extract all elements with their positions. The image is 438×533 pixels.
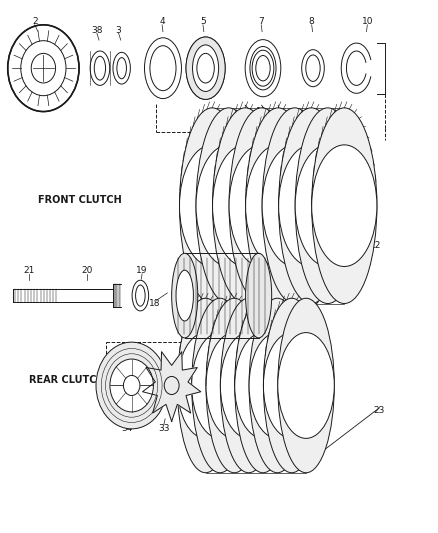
Circle shape <box>110 359 153 412</box>
Ellipse shape <box>220 333 276 438</box>
Ellipse shape <box>311 108 376 303</box>
Ellipse shape <box>212 145 277 266</box>
Ellipse shape <box>220 298 276 473</box>
Ellipse shape <box>191 298 247 473</box>
Text: 29: 29 <box>278 424 289 433</box>
Ellipse shape <box>278 145 343 266</box>
Ellipse shape <box>261 145 327 266</box>
Text: 17: 17 <box>283 280 295 289</box>
Text: 5: 5 <box>200 17 205 26</box>
Ellipse shape <box>186 37 225 99</box>
Ellipse shape <box>229 145 293 266</box>
Ellipse shape <box>177 333 233 438</box>
Ellipse shape <box>278 108 343 303</box>
Text: 28: 28 <box>309 424 320 433</box>
Text: 38: 38 <box>91 26 102 35</box>
Ellipse shape <box>171 253 197 338</box>
Text: FRONT CLUTCH: FRONT CLUTCH <box>38 196 121 205</box>
Text: 23: 23 <box>373 406 384 415</box>
Ellipse shape <box>234 333 290 438</box>
Ellipse shape <box>261 108 327 303</box>
Text: 13: 13 <box>342 237 353 246</box>
Ellipse shape <box>196 145 261 266</box>
Text: 22: 22 <box>318 337 330 346</box>
Text: 32: 32 <box>192 424 203 433</box>
Ellipse shape <box>191 333 247 438</box>
Text: 7: 7 <box>258 17 264 26</box>
Ellipse shape <box>277 333 333 438</box>
Ellipse shape <box>245 253 271 338</box>
Ellipse shape <box>196 108 261 303</box>
Text: 35: 35 <box>321 272 332 281</box>
Ellipse shape <box>234 298 290 473</box>
Ellipse shape <box>248 333 305 438</box>
Text: 19: 19 <box>136 266 148 275</box>
Ellipse shape <box>248 298 305 473</box>
Ellipse shape <box>245 145 310 266</box>
Ellipse shape <box>212 108 277 303</box>
Text: 18: 18 <box>148 299 160 308</box>
Ellipse shape <box>294 108 360 303</box>
Ellipse shape <box>192 45 218 92</box>
Text: 20: 20 <box>81 266 92 275</box>
Ellipse shape <box>263 298 319 473</box>
Ellipse shape <box>311 145 376 266</box>
Ellipse shape <box>263 333 319 438</box>
Ellipse shape <box>179 145 244 266</box>
Ellipse shape <box>205 333 262 438</box>
Text: 33: 33 <box>158 424 169 433</box>
Text: 31: 31 <box>221 424 233 433</box>
Circle shape <box>96 342 167 429</box>
Text: 14: 14 <box>237 250 248 259</box>
Ellipse shape <box>245 108 310 303</box>
Text: 34: 34 <box>121 424 133 433</box>
Text: 12: 12 <box>369 241 380 250</box>
Text: 15: 15 <box>244 272 256 281</box>
Ellipse shape <box>179 108 244 303</box>
Text: 11: 11 <box>256 107 267 116</box>
Text: 2: 2 <box>32 17 37 26</box>
Text: REAR CLUTCH: REAR CLUTCH <box>29 375 105 385</box>
Text: 10: 10 <box>361 17 372 26</box>
Ellipse shape <box>277 298 333 473</box>
Text: 8: 8 <box>308 17 314 26</box>
Text: 3: 3 <box>116 26 121 35</box>
Ellipse shape <box>177 298 233 473</box>
Text: 21: 21 <box>23 266 35 275</box>
Ellipse shape <box>294 145 360 266</box>
Text: 30: 30 <box>251 424 262 433</box>
Text: 4: 4 <box>159 17 165 26</box>
Polygon shape <box>142 352 200 422</box>
Ellipse shape <box>205 298 262 473</box>
Ellipse shape <box>176 270 193 321</box>
Ellipse shape <box>229 108 293 303</box>
